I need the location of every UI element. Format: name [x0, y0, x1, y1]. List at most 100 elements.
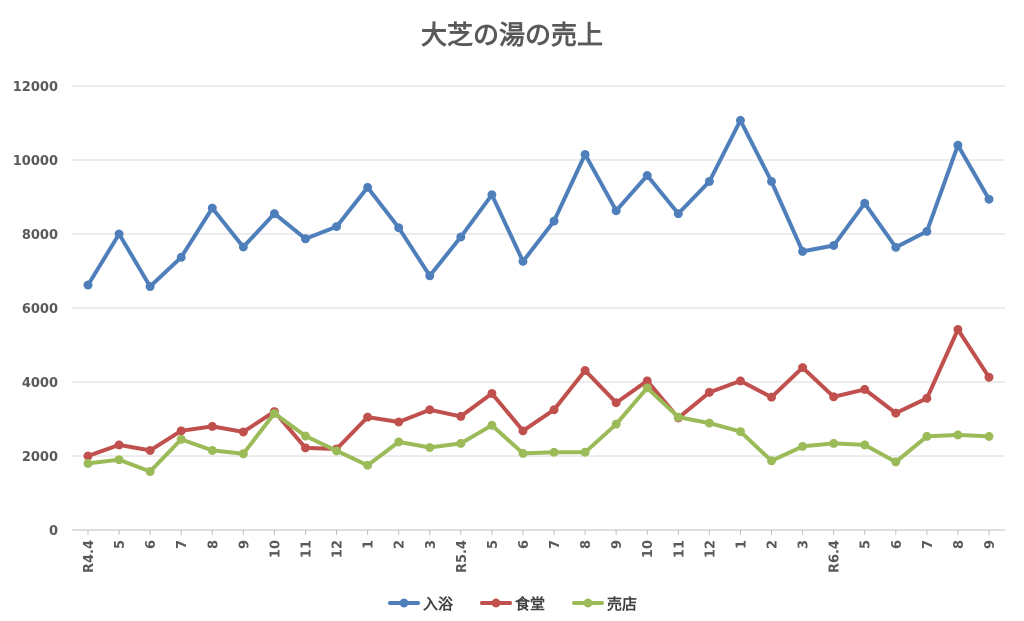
x-tick-label: 12	[703, 540, 718, 558]
data-point	[891, 457, 901, 467]
y-tick-label: 2000	[22, 450, 58, 465]
data-point	[549, 447, 559, 457]
data-point	[83, 280, 93, 290]
data-point	[984, 372, 994, 382]
chart-title: 大芝の湯の売上	[421, 21, 603, 51]
data-point	[300, 431, 310, 441]
data-point	[611, 398, 621, 408]
y-tick-label: 10000	[13, 154, 58, 169]
data-point	[829, 392, 839, 402]
x-tick-label: 12	[331, 540, 346, 558]
legend-item: 入浴	[388, 595, 454, 613]
data-point	[145, 282, 155, 292]
data-point	[487, 420, 497, 430]
data-point	[922, 431, 932, 441]
data-point	[673, 209, 683, 219]
y-tick-label: 12000	[13, 80, 58, 95]
data-point	[798, 441, 808, 451]
data-point	[456, 232, 466, 242]
series-2	[83, 324, 994, 461]
x-tick-label: 9	[237, 540, 252, 549]
x-tick-label: 9	[610, 540, 625, 549]
x-tick-label: 7	[921, 540, 936, 549]
legend-label: 入浴	[423, 595, 454, 613]
y-tick-label: 6000	[22, 302, 58, 317]
data-point	[767, 456, 777, 466]
data-point	[207, 421, 217, 431]
data-point	[642, 383, 652, 393]
data-point	[953, 140, 963, 150]
data-point	[114, 455, 124, 465]
y-axis-ticks: 0 2000 4000 6000 8000 10000 12000	[13, 80, 58, 539]
data-point	[735, 115, 745, 125]
x-tick-label: 11	[299, 540, 314, 558]
x-tick-label: 10	[641, 540, 656, 558]
data-point	[829, 438, 839, 448]
data-point	[984, 431, 994, 441]
data-point	[829, 240, 839, 250]
data-point	[456, 438, 466, 448]
x-tick-label: R5.4	[455, 540, 470, 573]
data-point	[176, 252, 186, 262]
data-point	[735, 376, 745, 386]
y-tick-label: 4000	[22, 376, 58, 391]
data-point	[767, 176, 777, 186]
x-tick-label: 7	[548, 540, 563, 549]
data-point	[207, 445, 217, 455]
x-tick-label: 8	[579, 540, 594, 549]
data-point	[300, 443, 310, 453]
data-point	[673, 412, 683, 422]
x-tick-label: 1	[362, 540, 377, 549]
data-point	[580, 149, 590, 159]
data-point	[580, 366, 590, 376]
x-tick-label: 1	[734, 540, 749, 549]
data-point	[394, 223, 404, 233]
data-point	[735, 427, 745, 437]
series-3	[83, 383, 994, 477]
x-tick-label: R6.4	[828, 540, 843, 573]
data-point	[176, 434, 186, 444]
x-tick-label: 5	[486, 540, 501, 549]
data-point	[238, 449, 248, 459]
data-point	[207, 203, 217, 213]
data-point	[332, 222, 342, 232]
legend-item: 売店	[572, 595, 637, 613]
data-point	[145, 445, 155, 455]
gridlines	[72, 85, 1005, 531]
data-point	[611, 206, 621, 216]
data-point	[487, 190, 497, 200]
data-point	[953, 324, 963, 334]
data-point	[642, 171, 652, 181]
data-point	[114, 229, 124, 239]
data-point	[269, 408, 279, 418]
data-point	[425, 442, 435, 452]
data-point	[114, 440, 124, 450]
y-tick-label: 8000	[22, 228, 58, 243]
x-tick-label: 5	[859, 540, 874, 549]
data-point	[518, 256, 528, 266]
data-point	[798, 363, 808, 373]
data-point	[487, 388, 497, 398]
x-axis-ticks: R4.4 5 6 7 8 9 10 11 12 1 2 3 R5.4 5 6 7 8 9 10 11 12 1 2 3 R6.4…	[82, 530, 998, 573]
data-point	[549, 405, 559, 415]
data-point	[238, 427, 248, 437]
data-point	[580, 447, 590, 457]
data-point	[363, 460, 373, 470]
data-point	[456, 411, 466, 421]
data-point	[518, 426, 528, 436]
data-point	[518, 448, 528, 458]
data-point	[860, 384, 870, 394]
data-point	[363, 182, 373, 192]
x-tick-label: 3	[424, 540, 439, 549]
data-point	[767, 392, 777, 402]
legend-label: 売店	[607, 595, 637, 613]
series-line	[86, 118, 991, 289]
x-tick-label: 5	[113, 540, 128, 549]
data-point	[269, 209, 279, 219]
series-line	[86, 385, 991, 474]
data-point	[176, 426, 186, 436]
data-point	[611, 419, 621, 429]
y-tick-label: 0	[49, 524, 58, 539]
